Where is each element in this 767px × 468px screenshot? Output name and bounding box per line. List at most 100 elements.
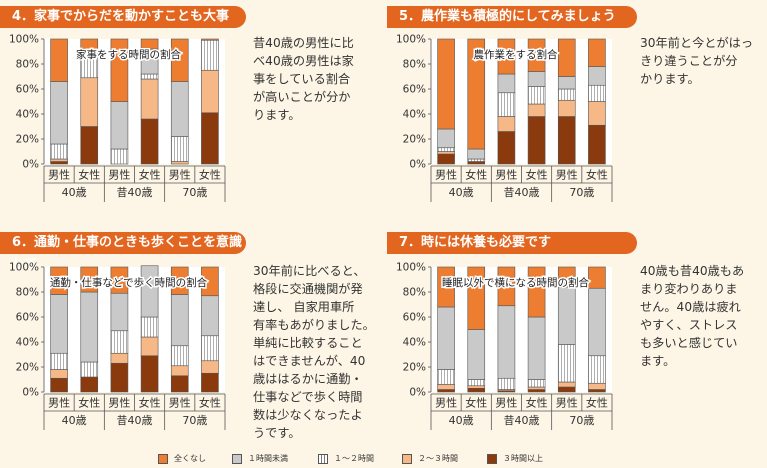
bar-segment xyxy=(497,116,516,132)
description-line: 30年前と今とがはっ xyxy=(640,36,754,50)
bar-segment xyxy=(50,369,68,379)
y-tick-label: 0% xyxy=(409,387,426,399)
bar-segment xyxy=(497,131,516,165)
bar-segment xyxy=(80,361,99,378)
chart-title: 通勤・仕事などで歩く時間の割合 xyxy=(50,276,208,289)
bar-segment xyxy=(80,376,99,393)
bar-segment xyxy=(527,266,546,318)
category-label: 女性 xyxy=(139,168,161,182)
section-title-5: 5．農作業も積極的にしてみましょう xyxy=(387,6,637,28)
description-line: 達し、 自家用車所 xyxy=(253,300,355,314)
y-tick-label: 80% xyxy=(16,287,39,299)
bar-segment xyxy=(201,372,219,393)
y-tick-label: 60% xyxy=(403,84,426,96)
bar-segment xyxy=(80,77,99,127)
bar-segment xyxy=(497,92,516,117)
category-label: 男性 xyxy=(556,396,578,410)
description-line: はできませんが、40 xyxy=(253,354,366,368)
bar-segment xyxy=(467,148,486,160)
bar-segment xyxy=(80,291,99,363)
bar-segment xyxy=(467,387,486,393)
description-line: が高いことが分か xyxy=(253,90,351,104)
bar-segment xyxy=(527,71,546,87)
y-tick-label: 20% xyxy=(403,134,426,146)
category-label: 女性 xyxy=(199,396,221,410)
y-tick-label: 80% xyxy=(16,59,39,71)
legend-swatch xyxy=(318,454,328,464)
bar-segment xyxy=(437,389,455,393)
category-label: 女性 xyxy=(526,168,548,182)
bar-segment xyxy=(50,377,68,393)
chart-title: 農作業をする割合 xyxy=(474,48,558,61)
y-tick-label: 40% xyxy=(403,109,426,121)
y-tick-label: 60% xyxy=(403,312,426,324)
bar-segment xyxy=(201,112,219,165)
y-tick-label: 20% xyxy=(16,134,39,146)
y-tick-label: 40% xyxy=(403,337,426,349)
category-label: 男性 xyxy=(435,168,457,182)
bar-segment xyxy=(201,360,219,374)
bar-segment xyxy=(527,103,546,117)
y-tick-label: 60% xyxy=(16,84,39,96)
bar-segment xyxy=(50,266,68,295)
bar-segment xyxy=(497,377,516,390)
group-label: 40歳 xyxy=(62,186,87,199)
bar-segment xyxy=(110,330,129,354)
bar-segment xyxy=(467,158,486,162)
description-line: 単純に比較すること xyxy=(253,336,363,350)
y-tick-label: 40% xyxy=(16,337,39,349)
chart-title: 家事をする時間の割合 xyxy=(76,48,181,61)
bar-segment xyxy=(140,38,159,50)
description-line: 歳ははるかに通勤・ xyxy=(253,372,363,386)
bar-segment xyxy=(557,116,576,165)
description-line: まり変わりありま xyxy=(640,282,738,296)
bar-segment xyxy=(80,38,99,50)
bar-segment xyxy=(170,294,189,347)
bar-segment xyxy=(50,161,68,165)
description-line: やすく、ストレス xyxy=(640,318,738,332)
bar-segment xyxy=(110,101,129,150)
bar-segment xyxy=(467,385,486,389)
bar-segment xyxy=(527,379,546,388)
description-line: 事をしている割合 xyxy=(253,72,351,86)
group-label: 昔40歳 xyxy=(504,414,540,427)
description-line: べ40歳の男性は家 xyxy=(253,54,354,68)
bar-segment xyxy=(201,69,219,114)
bar-segment xyxy=(527,389,546,393)
legend-swatch xyxy=(232,454,242,464)
description-line: せん。40歳は疲れ xyxy=(640,300,741,314)
bar-segment xyxy=(527,86,546,105)
bar-segment xyxy=(110,38,129,102)
bar-segment xyxy=(588,66,606,86)
category-label: 男性 xyxy=(48,396,70,410)
category-label: 女性 xyxy=(526,396,548,410)
bar-segment xyxy=(557,286,576,345)
description-line: きり違うことが分 xyxy=(640,54,738,68)
bar-segment xyxy=(201,38,219,41)
bar-segment xyxy=(140,336,159,357)
bar-segment xyxy=(437,147,455,152)
bar-segment xyxy=(170,365,189,377)
description-line: ます。 xyxy=(640,354,676,368)
bar-segment xyxy=(50,38,68,82)
bar-segment xyxy=(557,386,576,393)
category-label: 男性 xyxy=(108,168,130,182)
group-label: 昔40歳 xyxy=(117,414,153,427)
legend-label: 全くなし xyxy=(174,454,206,463)
chart-panel-7: 0% 20% 40% 60% 80% 100% 睡眠以外で横になる時間の割合 男性 女性 男性 女性… xyxy=(387,258,632,433)
group-label: 昔40歳 xyxy=(117,186,153,199)
description-line: かります。 xyxy=(640,72,700,86)
legend-label: １時間未満 xyxy=(248,454,288,463)
bar-segment xyxy=(140,78,159,120)
bar-segment xyxy=(588,124,606,165)
bar-segment xyxy=(201,266,219,297)
bar-segment xyxy=(50,352,68,370)
group-label: 40歳 xyxy=(449,186,474,199)
y-tick-label: 100% xyxy=(9,34,39,46)
bar-segment xyxy=(201,295,219,337)
bar-segment xyxy=(588,266,606,289)
bar-segment xyxy=(50,294,68,354)
bar-segment xyxy=(588,355,606,384)
